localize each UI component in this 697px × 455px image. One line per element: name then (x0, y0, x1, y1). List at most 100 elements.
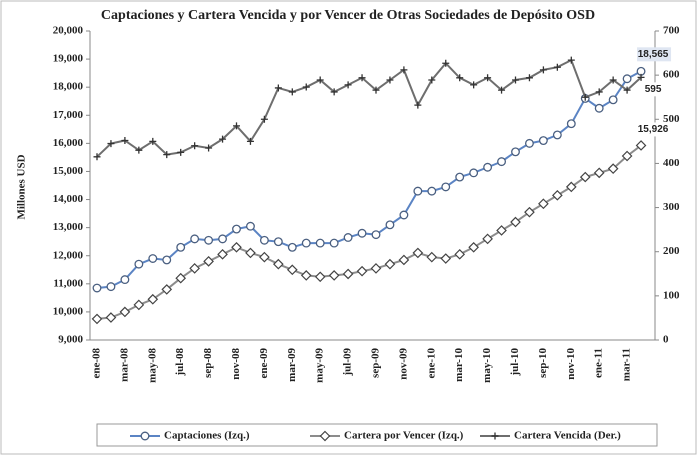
y2-tick-label: 0 (663, 334, 669, 346)
point (162, 255, 172, 265)
point (637, 73, 645, 81)
point (357, 228, 367, 238)
point (245, 221, 255, 231)
point (496, 225, 507, 236)
point (204, 235, 214, 245)
point (428, 76, 436, 84)
point (274, 84, 282, 92)
point (259, 235, 269, 245)
point (552, 130, 562, 140)
x-tick-label: may-10 (481, 348, 493, 383)
value-label: 595 (645, 84, 662, 95)
point (203, 255, 214, 267)
y2-tick-label: 200 (663, 245, 680, 257)
point (482, 233, 493, 245)
point (623, 86, 631, 94)
point (567, 56, 575, 64)
point (384, 258, 396, 270)
y-axis-label: Millones USD (16, 154, 28, 219)
point (524, 206, 535, 218)
legend-box (96, 423, 658, 447)
point (328, 270, 340, 281)
point (92, 283, 102, 293)
y-tick-label: 19,000 (53, 53, 84, 65)
x-tick-label: sep-08 (202, 348, 214, 378)
x-tick-label: nov-08 (230, 348, 242, 380)
point (565, 181, 577, 193)
point (232, 224, 241, 234)
point (287, 242, 297, 252)
value-label-box (637, 122, 672, 137)
series-line (96, 144, 642, 320)
point (301, 238, 311, 248)
point (470, 81, 478, 89)
point (330, 88, 338, 96)
point (302, 83, 310, 91)
point (456, 74, 464, 82)
point (315, 238, 325, 248)
point (455, 172, 465, 182)
y-tick-label: 12,000 (53, 249, 84, 261)
point (538, 136, 548, 146)
x-tick-label: ene-11 (593, 348, 605, 378)
point (358, 74, 366, 82)
x-tick-label: nov-09 (397, 348, 409, 380)
x-tick-label: sep-09 (370, 348, 382, 378)
point (316, 76, 324, 84)
point (553, 63, 561, 71)
point (191, 142, 199, 150)
y-tick-label: 9,000 (58, 334, 83, 346)
point (259, 251, 270, 263)
y2-tick-label: 600 (663, 69, 680, 81)
y2-tick-label: 500 (663, 113, 680, 125)
point (511, 147, 520, 157)
point (246, 137, 254, 145)
point (120, 275, 130, 285)
point (231, 241, 242, 253)
point (566, 119, 576, 129)
point (621, 150, 633, 162)
y-tick-label: 13,000 (53, 221, 84, 233)
point (370, 263, 382, 274)
point (175, 272, 187, 284)
point (343, 233, 353, 242)
point (149, 137, 157, 145)
x-tick-label: mar-11 (621, 348, 633, 381)
point (608, 95, 618, 105)
series-line (96, 70, 642, 290)
y-tick-label: 18,000 (53, 81, 84, 93)
point (245, 247, 256, 259)
point (525, 74, 533, 82)
point (300, 270, 312, 281)
point (147, 293, 159, 305)
y-tick-label: 16,000 (53, 137, 84, 149)
legend-label: Cartera Vencida (Der.) (514, 430, 621, 442)
point (440, 253, 452, 264)
point (579, 171, 591, 183)
x-tick-label: nov-10 (565, 348, 577, 380)
point (233, 122, 240, 130)
y-tick-label: 10,000 (53, 305, 84, 317)
x-tick-label: may-08 (146, 348, 158, 383)
point (538, 198, 549, 210)
point (105, 312, 117, 323)
point (413, 186, 423, 196)
point (497, 157, 506, 167)
legend-label: Captaciones (Izq.) (164, 430, 250, 442)
series-line (96, 58, 642, 158)
x-tick-label: sep-10 (537, 348, 549, 378)
point (635, 140, 647, 151)
point (595, 88, 603, 96)
y2-tick-label: 100 (663, 289, 680, 301)
point (314, 271, 326, 283)
point (372, 86, 380, 94)
point (469, 168, 479, 178)
point (176, 242, 186, 252)
point (552, 189, 563, 201)
x-tick-label: ene-10 (425, 348, 437, 379)
point (386, 76, 394, 84)
point (344, 81, 352, 89)
point (218, 234, 227, 244)
point (510, 216, 521, 228)
